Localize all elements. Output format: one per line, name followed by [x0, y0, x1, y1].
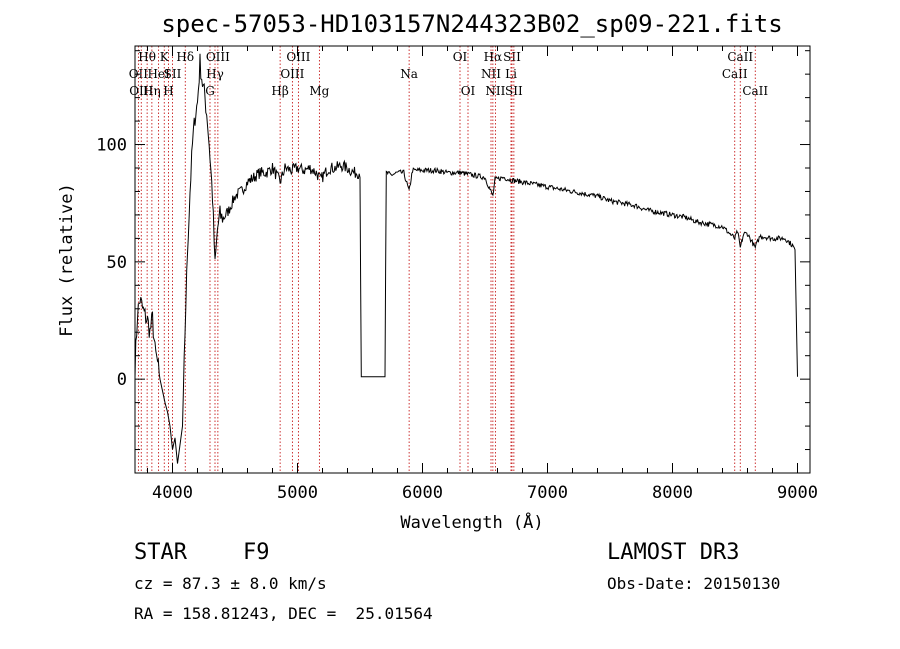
y-tick-label: 100: [96, 136, 127, 156]
x-axis-label: Wavelength (Å): [400, 511, 543, 533]
x-tick-label: 5000: [277, 483, 318, 503]
line-markers: OIIOIIIHθHηHeIKHSIIHδGHγOIIIHβOIIIOIIIMg…: [129, 46, 768, 473]
line-marker-label: Mg: [309, 84, 329, 98]
spectrum-chart: spec-57053-HD103157N244323B02_sp09-221.f…: [57, 10, 818, 533]
spectrum-layer: [134, 53, 798, 464]
line-marker-label: G: [205, 84, 215, 98]
line-marker-label: Hη: [143, 84, 161, 98]
coords-text: RA = 158.81243, DEC = 25.01564: [134, 604, 433, 623]
line-marker-label: Li: [505, 67, 517, 81]
x-tick-label: 4000: [152, 483, 193, 503]
line-marker-label: OI: [453, 50, 468, 64]
line-marker-label: Na: [400, 67, 418, 81]
x-tick-label: 7000: [527, 483, 568, 503]
spectrum-line: [134, 53, 798, 464]
line-marker-label: Hγ: [206, 67, 224, 81]
line-marker-label: NII: [481, 67, 501, 81]
line-marker-label: NII: [485, 84, 505, 98]
line-marker-label: CaII: [722, 67, 748, 81]
survey-name: LAMOST DR3: [607, 540, 740, 565]
line-marker-label: SII: [164, 67, 182, 81]
line-marker-label: Hα: [484, 50, 503, 64]
line-marker-label: OIII: [206, 50, 230, 64]
line-marker-label: OIII: [280, 67, 304, 81]
line-marker-label: SII: [505, 84, 523, 98]
obs-date-text: Obs-Date: 20150130: [607, 574, 781, 593]
line-marker-label: Hδ: [176, 50, 194, 64]
line-marker-label: Hβ: [271, 84, 288, 98]
line-marker-label: SII: [503, 50, 521, 64]
line-marker-label: OI: [461, 84, 476, 98]
line-marker-label: CaII: [742, 84, 768, 98]
redshift-text: cz = 87.3 ± 8.0 km/s: [134, 574, 327, 593]
object-class: STAR: [134, 540, 187, 565]
plot-frame: [134, 45, 811, 474]
y-tick-label: 50: [107, 253, 127, 273]
line-marker-label: OIII: [286, 50, 310, 64]
x-axis: 4000 5000 6000 7000 8000 9000: [147, 46, 818, 503]
x-tick-label: 8000: [652, 483, 693, 503]
chart-title: spec-57053-HD103157N244323B02_sp09-221.f…: [161, 10, 782, 38]
line-marker-label: K: [160, 50, 170, 64]
line-marker-label: Hθ: [138, 50, 156, 64]
y-tick-label: 0: [117, 370, 127, 390]
line-marker-label: CaII: [727, 50, 753, 64]
x-tick-label: 6000: [402, 483, 443, 503]
y-axis: 0 50 100: [96, 50, 810, 474]
line-marker-label: H: [163, 84, 173, 98]
x-tick-label: 9000: [777, 483, 818, 503]
subclass: F9: [243, 540, 270, 565]
y-axis-label: Flux (relative): [57, 183, 77, 337]
